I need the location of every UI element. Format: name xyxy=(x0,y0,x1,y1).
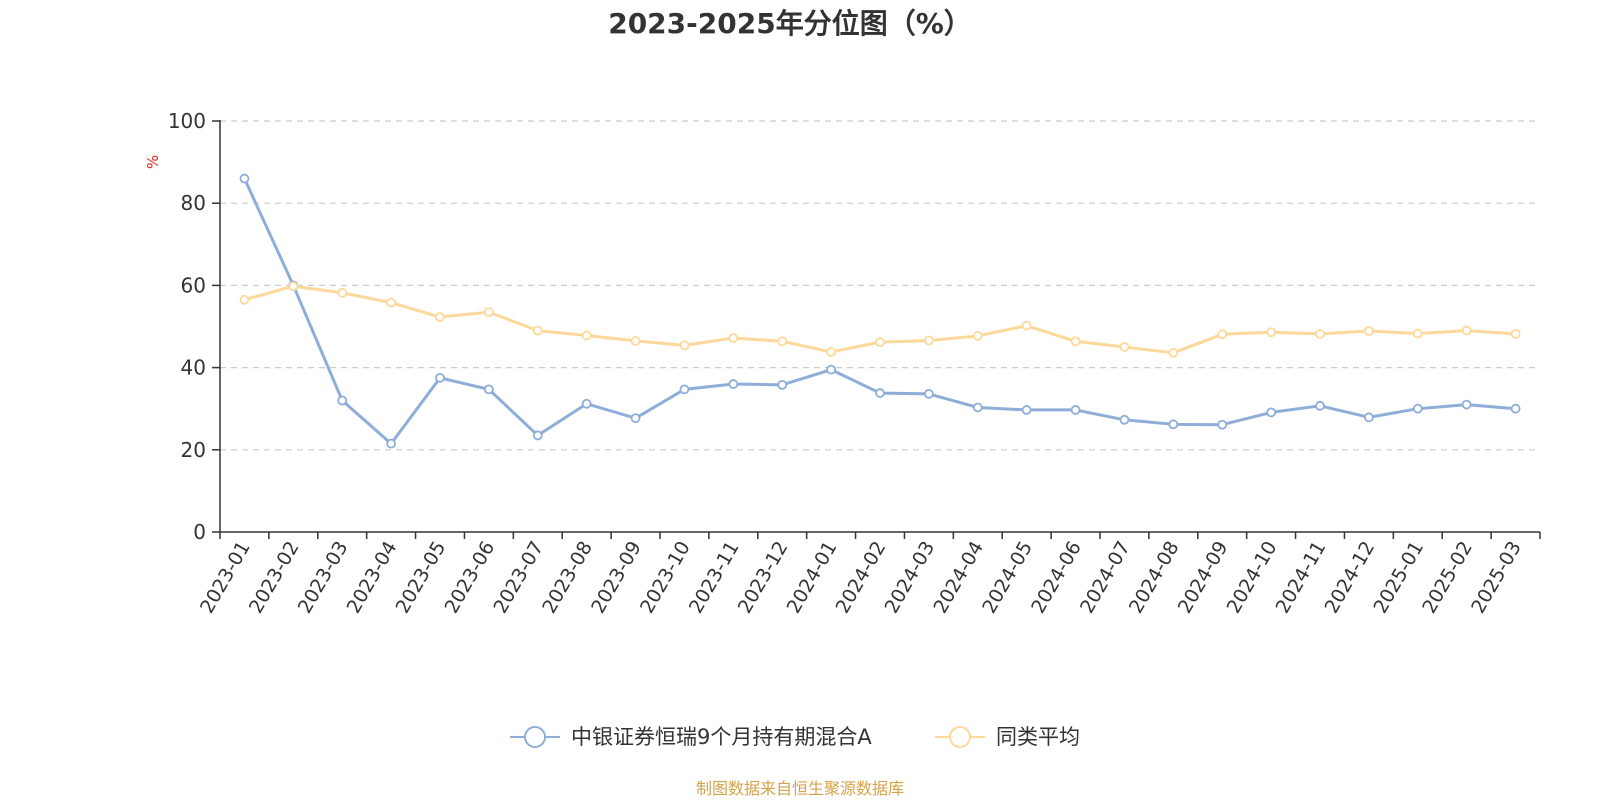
data-point-series-2[interactable] xyxy=(1412,328,1423,339)
data-point-series-2[interactable] xyxy=(337,287,348,298)
data-point-series-2[interactable] xyxy=(1021,320,1032,331)
data-point-series-2[interactable] xyxy=(777,336,788,347)
data-point-series-1[interactable] xyxy=(1168,419,1179,430)
data-point-series-1[interactable] xyxy=(679,384,690,395)
data-point-series-2[interactable] xyxy=(1070,336,1081,347)
data-point-series-1[interactable] xyxy=(1461,399,1472,410)
data-point-series-2[interactable] xyxy=(1119,342,1130,352)
data-point-series-2[interactable] xyxy=(1363,326,1374,336)
chart-title: 2023-2025年分位图（%） xyxy=(608,7,972,40)
data-point-series-2[interactable] xyxy=(923,335,934,346)
data-point-series-2[interactable] xyxy=(1266,327,1277,338)
data-point-series-2[interactable] xyxy=(875,337,885,348)
data-point-series-2[interactable] xyxy=(288,281,299,292)
data-point-series-2[interactable] xyxy=(630,335,641,346)
data-point-series-1[interactable] xyxy=(875,388,885,398)
legend-marker-series-1 xyxy=(524,726,546,748)
data-point-series-1[interactable] xyxy=(386,438,397,449)
legend-marker-series-2 xyxy=(949,726,971,748)
data-point-series-1[interactable] xyxy=(630,413,641,424)
legend-item-series-1[interactable]: 中银证券恒瑞9个月持有期混合A xyxy=(510,725,872,749)
data-point-series-2[interactable] xyxy=(1315,328,1325,339)
data-point-series-2[interactable] xyxy=(1510,328,1521,339)
data-point-series-2[interactable] xyxy=(483,307,494,318)
series-lines xyxy=(239,173,1521,449)
data-point-series-2[interactable] xyxy=(826,347,837,357)
legend[interactable]: 中银证券恒瑞9个月持有期混合A 同类平均 xyxy=(510,725,1080,749)
data-point-series-2[interactable] xyxy=(1217,329,1228,340)
y-tick-label: 40 xyxy=(181,356,206,380)
data-point-series-1[interactable] xyxy=(1510,403,1521,414)
data-point-series-2[interactable] xyxy=(386,297,397,308)
data-point-series-1[interactable] xyxy=(826,364,837,375)
data-point-series-1[interactable] xyxy=(1412,403,1423,414)
data-point-series-2[interactable] xyxy=(1461,325,1472,336)
grid-lines xyxy=(220,120,1540,451)
data-source-note: 制图数据来自恒生聚源数据库 xyxy=(696,779,904,798)
data-point-series-1[interactable] xyxy=(777,379,788,390)
legend-item-series-2[interactable]: 同类平均 xyxy=(935,725,1080,749)
data-point-series-2[interactable] xyxy=(581,330,592,341)
axes: 0204060801002023-012023-022023-032023-04… xyxy=(168,109,1541,617)
data-point-series-2[interactable] xyxy=(1168,347,1179,358)
data-point-series-1[interactable] xyxy=(728,379,739,389)
data-point-series-1[interactable] xyxy=(581,398,592,409)
y-tick-label: 20 xyxy=(181,438,206,462)
data-point-series-2[interactable] xyxy=(532,325,543,336)
y-tick-label: 0 xyxy=(193,520,206,544)
y-tick-label: 80 xyxy=(181,191,206,215)
data-point-series-2[interactable] xyxy=(972,331,983,341)
data-point-series-1[interactable] xyxy=(239,173,250,184)
data-point-series-1[interactable] xyxy=(1119,414,1130,425)
data-point-series-1[interactable] xyxy=(337,395,348,406)
data-point-series-1[interactable] xyxy=(1266,407,1277,418)
data-point-series-2[interactable] xyxy=(679,340,690,351)
y-tick-label: 60 xyxy=(181,273,206,297)
data-point-series-2[interactable] xyxy=(239,294,250,305)
data-point-series-1[interactable] xyxy=(532,430,543,441)
data-point-series-1[interactable] xyxy=(1217,419,1228,430)
legend-label-series-2: 同类平均 xyxy=(996,725,1080,749)
data-point-series-1[interactable] xyxy=(923,389,934,399)
data-point-series-1[interactable] xyxy=(1021,405,1032,415)
data-point-series-1[interactable] xyxy=(483,384,494,395)
data-point-series-1[interactable] xyxy=(1363,412,1374,423)
data-point-series-1[interactable] xyxy=(1315,400,1325,411)
data-point-series-2[interactable] xyxy=(435,312,445,322)
data-point-series-1[interactable] xyxy=(435,372,445,383)
y-axis-unit: % xyxy=(144,155,162,169)
y-tick-label: 100 xyxy=(168,109,206,133)
legend-label-series-1: 中银证券恒瑞9个月持有期混合A xyxy=(571,725,872,749)
series-line-1 xyxy=(243,177,1516,446)
data-point-series-1[interactable] xyxy=(972,402,983,413)
data-point-series-2[interactable] xyxy=(728,333,739,343)
data-point-series-1[interactable] xyxy=(1070,405,1081,415)
